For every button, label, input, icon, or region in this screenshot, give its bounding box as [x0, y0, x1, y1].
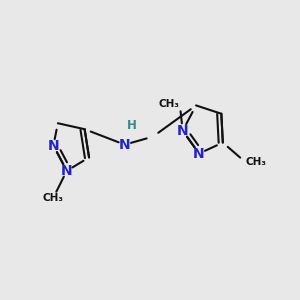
Text: CH₃: CH₃ — [245, 157, 266, 167]
Text: N: N — [61, 164, 73, 178]
Text: N: N — [119, 138, 130, 152]
Text: N: N — [177, 124, 188, 138]
Text: CH₃: CH₃ — [43, 193, 64, 202]
Text: CH₃: CH₃ — [159, 99, 180, 109]
Text: N: N — [193, 147, 205, 160]
Text: N: N — [48, 139, 59, 152]
Text: H: H — [127, 119, 137, 132]
